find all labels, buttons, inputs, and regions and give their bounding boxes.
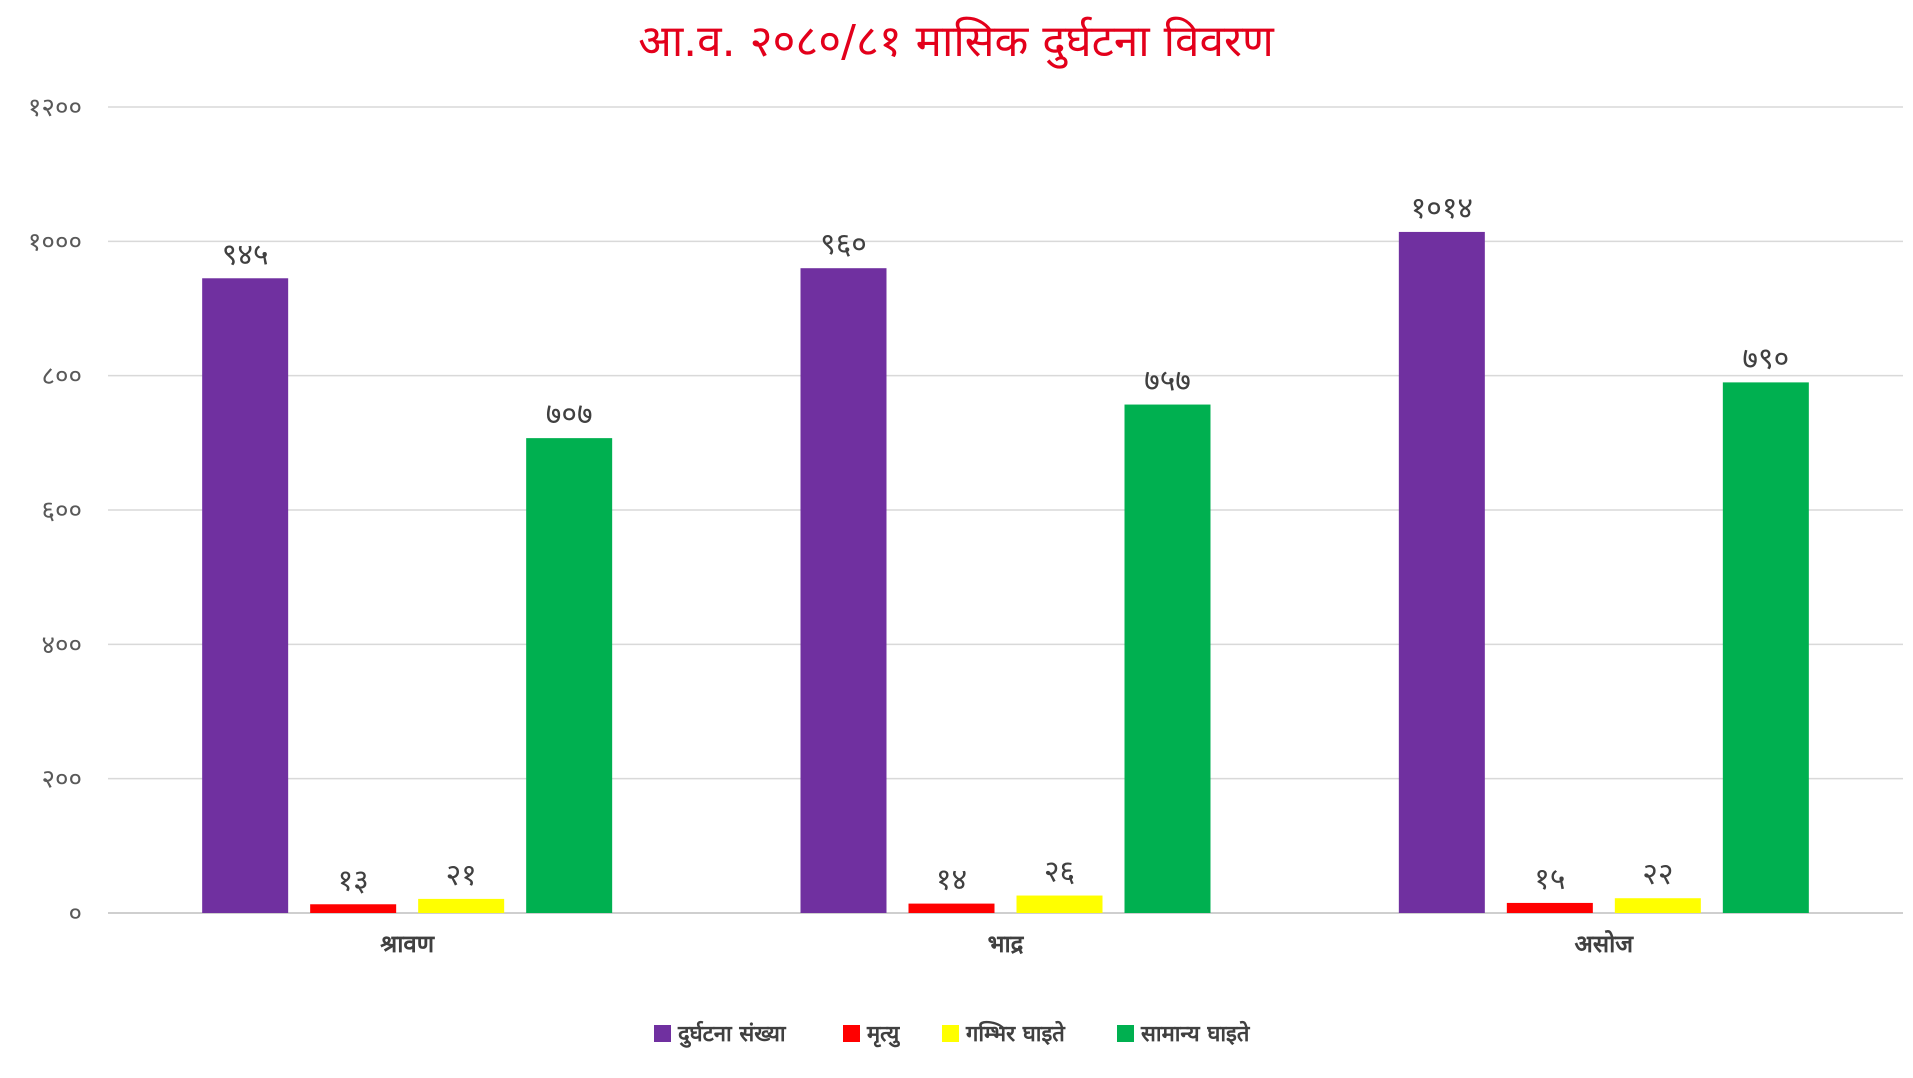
bar <box>1614 898 1701 913</box>
x-tick-label: भाद्र <box>988 930 1025 958</box>
data-label: २१ <box>446 858 477 893</box>
legend-label: दुर्घटना संख्या <box>677 1020 787 1048</box>
legend-label: सामान्य घाइते <box>1140 1020 1251 1047</box>
x-tick-label: असोज <box>1575 930 1635 958</box>
y-tick-label: ६०० <box>41 496 82 526</box>
data-labels: ९४५ १३ २१ ७०७ ९६० १४ २६ ७५७ १०१४ १५ २२ ७९० <box>222 191 1789 898</box>
bar <box>310 904 397 913</box>
data-label: ९४५ <box>222 237 269 272</box>
data-label: १५ <box>1534 862 1565 897</box>
y-tick-label: १००० <box>28 227 82 257</box>
data-label: ७९० <box>1742 341 1789 376</box>
y-tick-label: १२०० <box>28 93 82 123</box>
bar <box>1398 231 1485 913</box>
legend-swatch <box>942 1025 959 1042</box>
bar <box>202 278 289 913</box>
data-label: १४ <box>936 863 967 898</box>
y-tick-label: ० <box>68 899 82 929</box>
data-label: २६ <box>1044 855 1075 890</box>
data-label: ७५७ <box>1144 364 1191 399</box>
data-label: १३ <box>338 863 369 898</box>
legend: दुर्घटना संख्या मृत्यु गम्भिर घाइते सामान्य… <box>654 1020 1251 1048</box>
bar <box>1016 895 1103 913</box>
data-label: ९६० <box>820 227 867 262</box>
bar <box>1124 404 1211 913</box>
x-axis-ticks: श्रावण भाद्र असोज <box>380 930 1634 958</box>
grid-lines <box>108 106 1903 914</box>
chart-title: आ.व. २०८०/८१ मासिक दुर्घटना विवरण <box>638 16 1275 69</box>
data-label: १०१४ <box>1411 191 1473 226</box>
bar <box>418 898 505 913</box>
data-label: ७०७ <box>546 397 593 432</box>
bar <box>526 438 613 913</box>
legend-swatch <box>1117 1025 1134 1042</box>
legend-label: गम्भिर घाइते <box>965 1020 1066 1047</box>
bars <box>202 231 1809 914</box>
legend-label: मृत्यु <box>866 1022 901 1048</box>
bar <box>1506 902 1593 913</box>
y-tick-label: ८०० <box>41 362 82 392</box>
bar <box>1722 382 1809 914</box>
legend-swatch <box>843 1025 860 1042</box>
y-tick-label: ४०० <box>41 630 82 660</box>
bar <box>800 268 887 913</box>
x-tick-label: श्रावण <box>380 930 436 958</box>
data-label: २२ <box>1642 857 1673 892</box>
legend-swatch <box>654 1025 671 1042</box>
y-tick-label: २०० <box>41 765 82 795</box>
bar <box>908 903 995 913</box>
y-axis-ticks: ० २०० ४०० ६०० ८०० १००० १२०० <box>28 93 82 929</box>
